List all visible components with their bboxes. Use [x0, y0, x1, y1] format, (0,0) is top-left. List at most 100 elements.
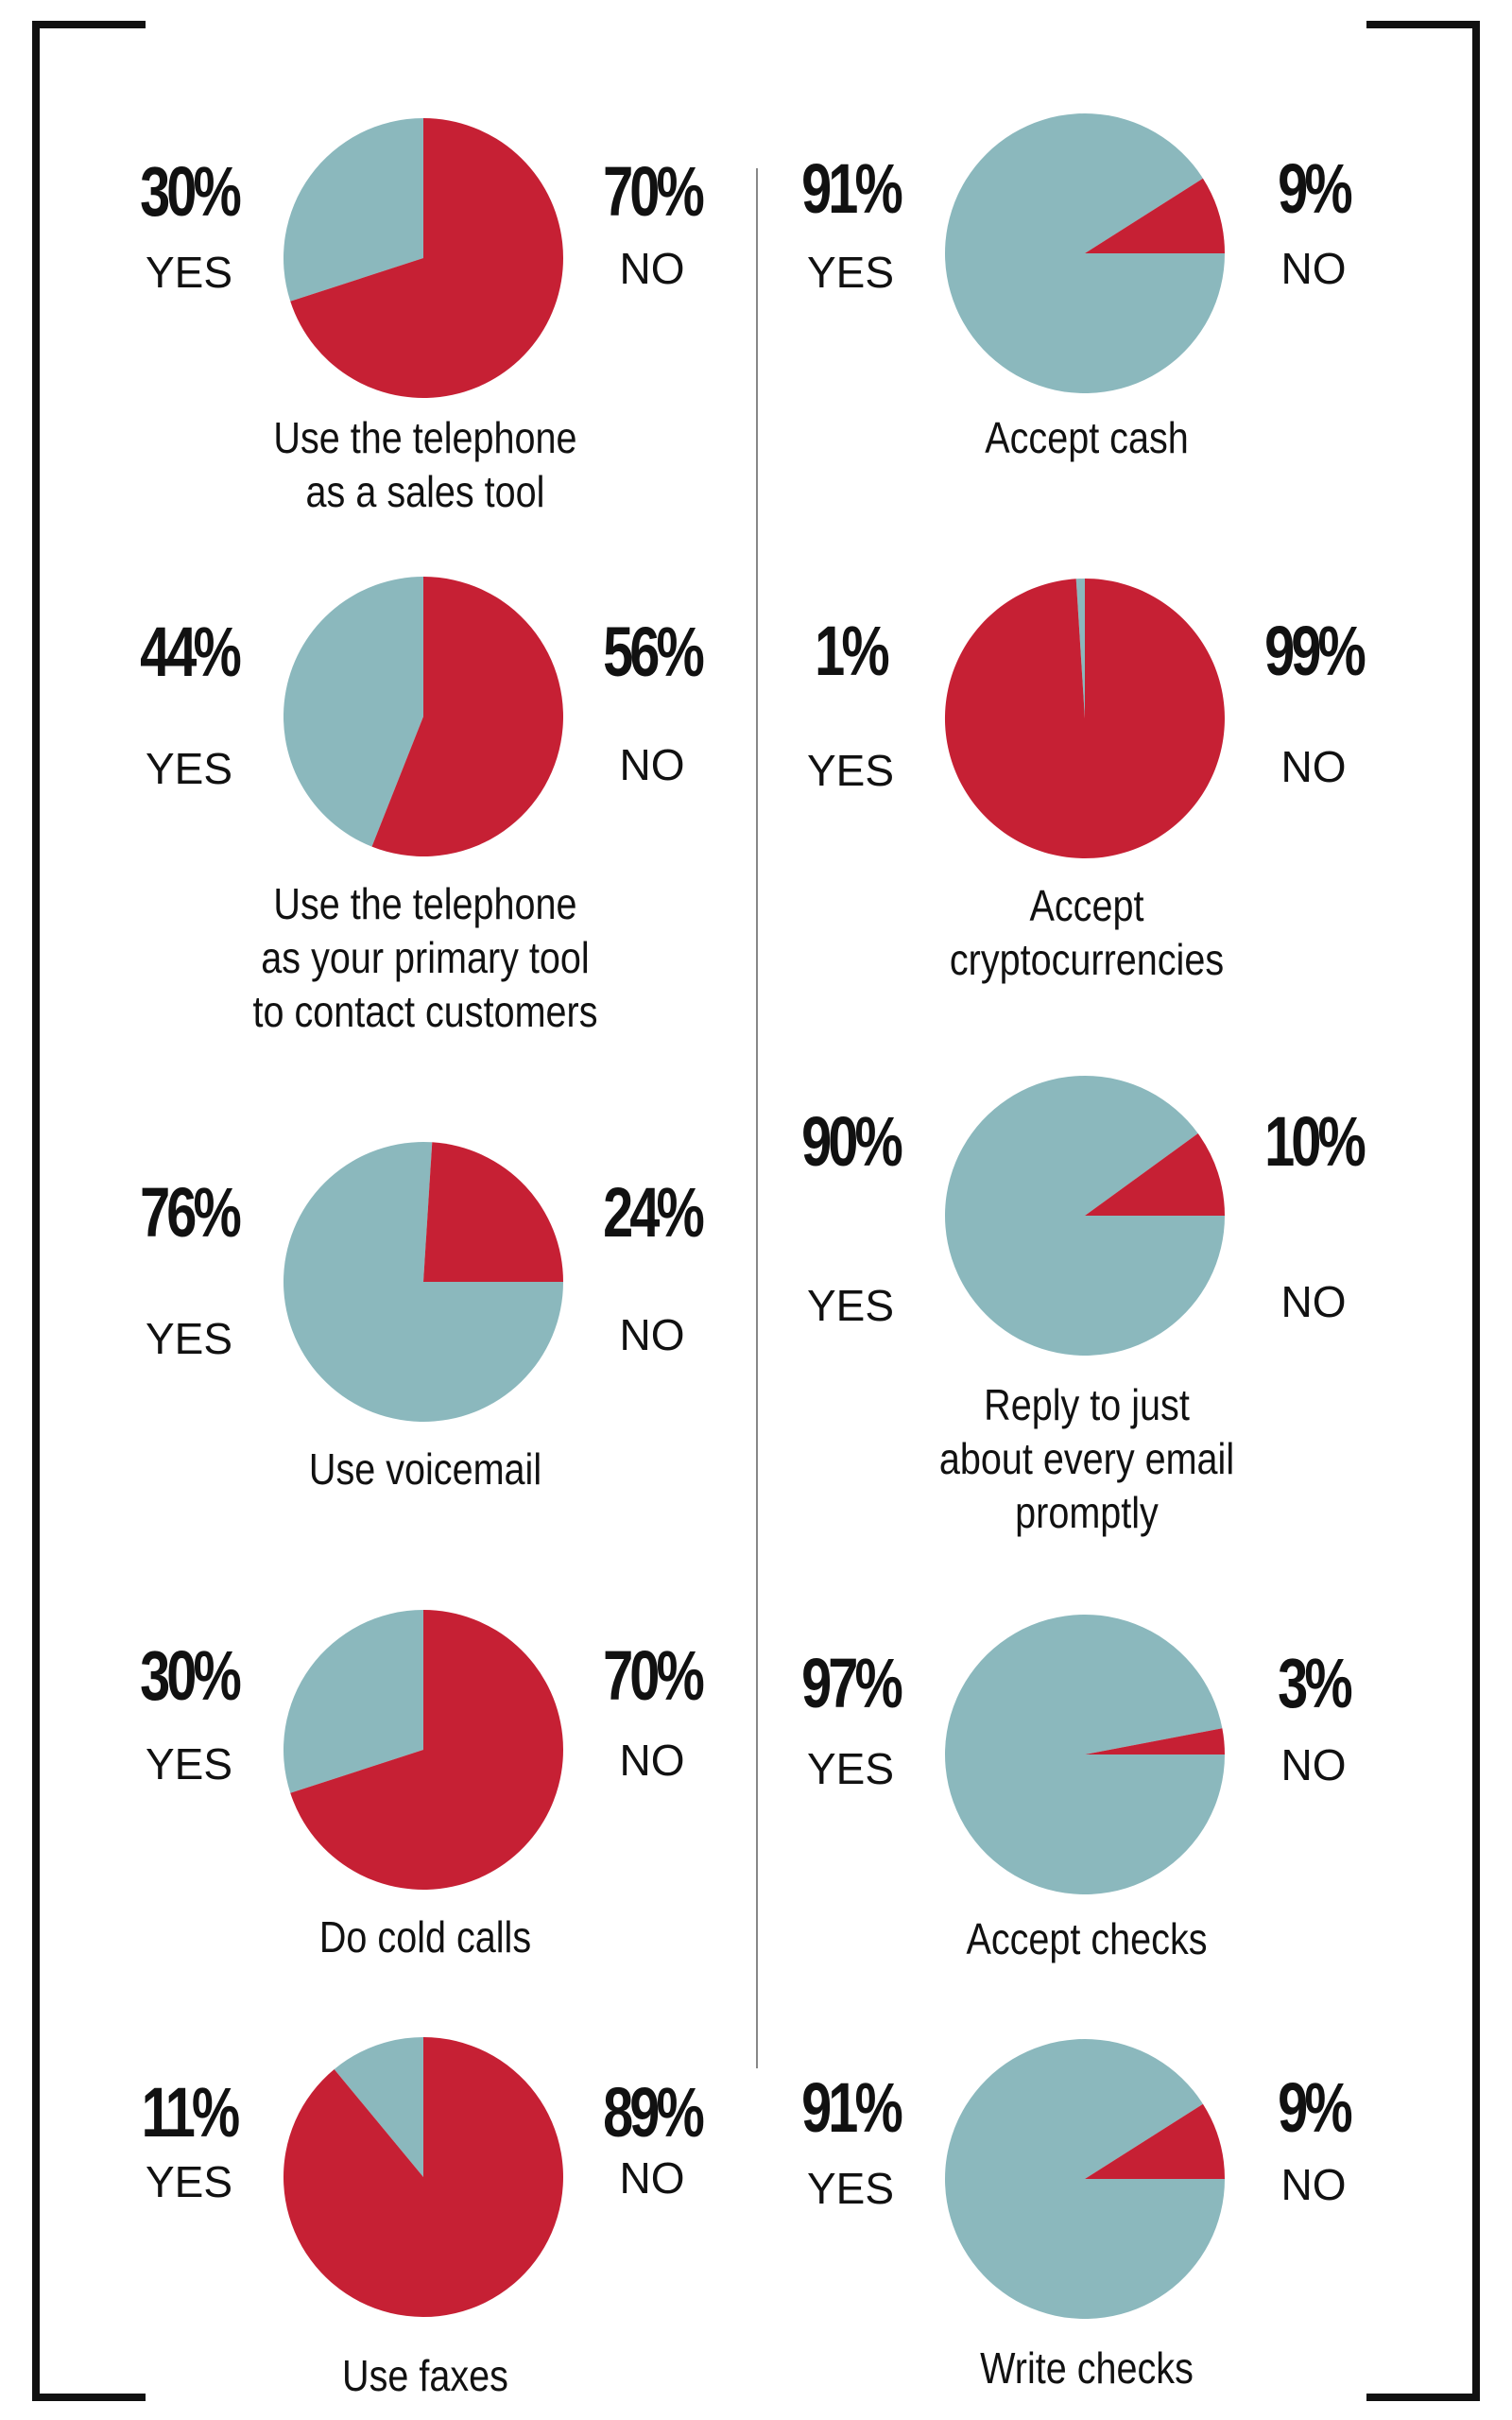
- chart-caption-line: Use voicemail: [308, 1444, 542, 1494]
- yes-percent-label: 1%: [815, 612, 890, 690]
- pie-chart: [283, 2037, 563, 2317]
- chart-caption-line: to contact customers: [252, 987, 598, 1036]
- pie-svg: [283, 577, 563, 856]
- pie-slice-no: [1085, 1133, 1225, 1216]
- yes-category-label: YES: [806, 1281, 895, 1330]
- yes-percent-label: 97%: [801, 1644, 903, 1722]
- pie-slice-no: [290, 1610, 563, 1890]
- pie-slice-yes: [283, 577, 423, 847]
- pie-chart: [944, 579, 1225, 858]
- no-category-label: NO: [619, 1736, 685, 1785]
- yes-category-label: YES: [145, 2157, 233, 2206]
- pie-slice-yes: [945, 1614, 1225, 1894]
- chart-caption-line: Reply to just: [984, 1380, 1190, 1429]
- no-percent-label: 56%: [603, 613, 705, 691]
- left-bracket: [32, 21, 146, 2401]
- pie-svg: [945, 1614, 1225, 1894]
- chart-caption-line: Accept checks: [966, 1914, 1208, 1963]
- no-category-label: NO: [619, 740, 685, 789]
- yes-category-label: YES: [145, 744, 233, 793]
- no-percent-label: 3%: [1278, 1644, 1353, 1722]
- chart-caption: Reply to just about every email promptly: [843, 1378, 1331, 1540]
- chart-caption-line: Use the telephone: [273, 879, 577, 928]
- no-category-label: NO: [1280, 1740, 1347, 1789]
- pie-slice-no: [290, 118, 563, 399]
- chart-caption: Use faxes: [181, 2349, 669, 2403]
- yes-percent-label: 30%: [140, 152, 242, 231]
- no-percent-label: 70%: [603, 152, 705, 231]
- yes-category-label: YES: [145, 1314, 233, 1363]
- chart-caption-line: Accept: [1029, 881, 1144, 930]
- yes-percent-label: 91%: [801, 2068, 903, 2147]
- pie-slice-yes: [945, 1076, 1225, 1357]
- yes-category-label: YES: [145, 248, 233, 297]
- pie-slice-no: [1085, 178, 1225, 253]
- pie-slice-yes: [945, 113, 1225, 394]
- chart-caption: Use voicemail: [181, 1443, 669, 1496]
- chart-caption-line: as your primary tool: [261, 933, 590, 982]
- chart-caption-line: promptly: [1015, 1488, 1159, 1537]
- column-divider: [756, 168, 758, 2068]
- chart-caption: Accept cryptocurrencies: [843, 879, 1331, 987]
- chart-caption: Use the telephone as a sales tool: [181, 411, 669, 519]
- pie-slice-yes: [334, 2037, 423, 2177]
- pie-svg: [944, 579, 1225, 858]
- pie-slice-no: [371, 577, 563, 856]
- chart-caption-line: Do cold calls: [318, 1912, 532, 1962]
- yes-percent-label: 11%: [141, 2073, 241, 2152]
- pie-slice-no: [423, 1142, 563, 1282]
- no-percent-label: 9%: [1278, 2068, 1353, 2147]
- no-category-label: NO: [619, 1310, 685, 1359]
- pie-chart: [283, 118, 563, 399]
- yes-percent-label: 90%: [801, 1102, 903, 1181]
- pie-svg: [945, 2039, 1225, 2320]
- chart-caption-line: Accept cash: [985, 413, 1189, 462]
- pie-svg: [283, 2037, 563, 2317]
- no-percent-label: 9%: [1278, 149, 1353, 228]
- yes-category-label: YES: [806, 2164, 895, 2213]
- pie-chart: [283, 1610, 563, 1890]
- pie-chart: [945, 1076, 1225, 1357]
- pie-svg: [945, 1076, 1225, 1357]
- no-category-label: NO: [619, 2153, 685, 2203]
- no-percent-label: 24%: [603, 1173, 705, 1252]
- pie-chart: [945, 1614, 1225, 1894]
- yes-category-label: YES: [806, 1744, 895, 1793]
- pie-svg: [283, 118, 563, 399]
- pie-slice-no: [283, 2037, 563, 2317]
- chart-caption-line: Use the telephone: [273, 413, 577, 462]
- yes-percent-label: 44%: [140, 613, 242, 691]
- chart-caption: Accept cash: [843, 411, 1331, 465]
- pie-svg: [284, 1141, 563, 1422]
- pie-slice-yes: [945, 2039, 1225, 2320]
- chart-caption: Accept checks: [843, 1912, 1331, 1966]
- pie-chart: [284, 1141, 563, 1422]
- yes-percent-label: 76%: [140, 1173, 242, 1252]
- no-percent-label: 10%: [1264, 1102, 1366, 1181]
- no-percent-label: 99%: [1264, 612, 1366, 690]
- no-category-label: NO: [1280, 742, 1347, 791]
- pie-slice-no: [1085, 2103, 1225, 2179]
- pie-slice-yes: [283, 1610, 423, 1793]
- chart-caption-line: Write checks: [980, 2343, 1194, 2393]
- yes-category-label: YES: [145, 1739, 233, 1789]
- pie-slice-yes: [284, 1141, 563, 1422]
- no-percent-label: 89%: [603, 2073, 705, 2152]
- no-category-label: NO: [1280, 244, 1347, 293]
- pie-chart: [945, 2039, 1225, 2320]
- pie-chart: [945, 113, 1225, 394]
- yes-category-label: YES: [806, 746, 895, 795]
- yes-category-label: YES: [806, 248, 895, 297]
- no-category-label: NO: [1280, 2160, 1347, 2209]
- pie-svg: [283, 1610, 563, 1890]
- no-percent-label: 70%: [603, 1636, 705, 1715]
- chart-caption-line: Use faxes: [342, 2351, 508, 2400]
- chart-caption: Write checks: [843, 2342, 1331, 2395]
- chart-caption-line: about every email: [938, 1434, 1235, 1483]
- pie-svg: [945, 113, 1225, 394]
- chart-caption: Use the telephone as your primary tool to …: [181, 877, 669, 1039]
- chart-caption: Do cold calls: [181, 1910, 669, 1964]
- pie-chart: [283, 577, 563, 856]
- no-category-label: NO: [1280, 1277, 1347, 1326]
- pie-slice-yes: [1075, 579, 1085, 718]
